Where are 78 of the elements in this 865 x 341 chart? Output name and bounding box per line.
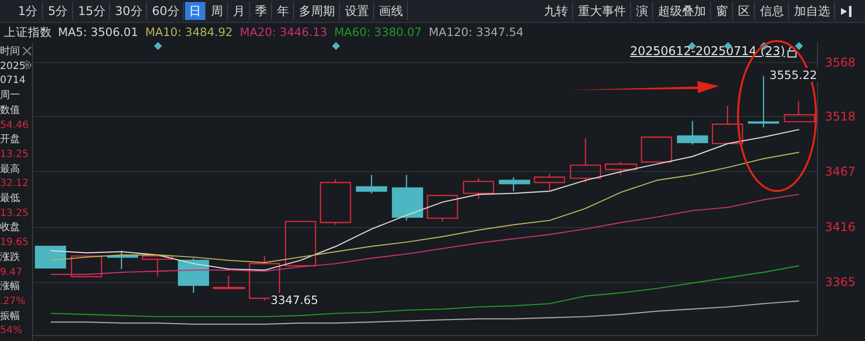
text: 加自选 bbox=[790, 2, 835, 20]
y-tick-label: 3467 bbox=[825, 164, 856, 179]
text: 周一 bbox=[0, 89, 20, 102]
text: 15分 bbox=[74, 2, 110, 20]
candlestick bbox=[70, 255, 102, 278]
text: 32.12 bbox=[0, 177, 29, 190]
candlestick bbox=[142, 255, 174, 278]
annotation: 3555.22 bbox=[768, 68, 818, 82]
text: 最高 bbox=[0, 162, 20, 176]
text: 窗 bbox=[712, 2, 733, 20]
text: 超级叠加 bbox=[654, 2, 711, 20]
text: 13.25 bbox=[0, 206, 29, 220]
text: 九转 bbox=[540, 2, 573, 20]
text: .27% bbox=[0, 294, 26, 308]
text: 设置 bbox=[341, 2, 374, 20]
text: 日 bbox=[185, 2, 206, 20]
text: 9.47 bbox=[0, 266, 22, 278]
text: 2025 bbox=[0, 60, 26, 73]
text: 演 bbox=[632, 2, 653, 20]
text: 数值 bbox=[0, 104, 20, 117]
candlestick bbox=[676, 120, 708, 146]
y-tick-label: 3416 bbox=[825, 220, 856, 234]
text: 周 bbox=[207, 2, 228, 20]
chart-title: 上证指数 bbox=[4, 25, 52, 39]
text: 1分 bbox=[14, 2, 43, 20]
candlestick bbox=[212, 274, 246, 290]
text: MA20: 3446.13 bbox=[240, 25, 328, 39]
candlestick bbox=[392, 174, 424, 221]
candlestick bbox=[498, 176, 530, 192]
text: 季 bbox=[251, 2, 272, 20]
text: 0714 bbox=[0, 74, 26, 88]
text: 60分 bbox=[148, 2, 184, 20]
candlestick bbox=[712, 105, 744, 144]
y-tick-label: 3365 bbox=[825, 275, 856, 290]
line-series bbox=[50, 265, 800, 318]
text: 时间 bbox=[0, 45, 20, 58]
text: 区 bbox=[734, 2, 755, 20]
text: MA60: 3380.07 bbox=[334, 25, 422, 39]
y-tick-label: 3568 bbox=[825, 55, 856, 70]
text: 13.25 bbox=[0, 148, 29, 161]
text: 开盘 bbox=[0, 133, 20, 146]
candlestick bbox=[604, 161, 638, 176]
text: MA10: 3484.92 bbox=[145, 25, 233, 39]
candlestick bbox=[640, 136, 672, 163]
text: 振幅 bbox=[0, 310, 20, 323]
text: 涨幅 bbox=[0, 280, 20, 294]
candlestick bbox=[426, 194, 458, 222]
candlestick bbox=[462, 178, 494, 200]
text: 19.65 bbox=[0, 236, 29, 250]
candlestick bbox=[356, 174, 388, 194]
text: 54.46 bbox=[0, 118, 29, 132]
candlestick bbox=[534, 173, 566, 191]
text: 重大事件 bbox=[574, 2, 631, 20]
candlestick bbox=[570, 138, 602, 184]
text: 5分 bbox=[44, 2, 73, 20]
candlestick bbox=[178, 258, 210, 294]
candlestick bbox=[320, 178, 352, 226]
text: 画线 bbox=[375, 2, 408, 20]
text: 最低 bbox=[0, 192, 20, 205]
text: MA120: 3347.54 bbox=[428, 25, 524, 39]
text: 多周期 bbox=[295, 2, 340, 20]
line-series bbox=[50, 194, 800, 275]
y-tick-label: 3518 bbox=[825, 110, 856, 124]
annotation: 20250612-20250714 (23) bbox=[630, 44, 785, 58]
line-series bbox=[50, 128, 800, 271]
text: 收盘 bbox=[0, 221, 20, 234]
text: 信息 bbox=[756, 2, 789, 20]
text: 涨跌 bbox=[0, 250, 20, 264]
candlestick bbox=[34, 246, 66, 269]
text: 月 bbox=[229, 2, 250, 20]
candlestick bbox=[784, 100, 816, 122]
line-series bbox=[50, 152, 800, 264]
text: 54% bbox=[0, 324, 22, 338]
annotation: 3347.65 bbox=[270, 292, 320, 307]
text: MA5: 3506.01 bbox=[58, 25, 138, 39]
text: 年 bbox=[273, 2, 294, 20]
text: 30分 bbox=[111, 2, 148, 20]
candlestick bbox=[284, 220, 316, 266]
